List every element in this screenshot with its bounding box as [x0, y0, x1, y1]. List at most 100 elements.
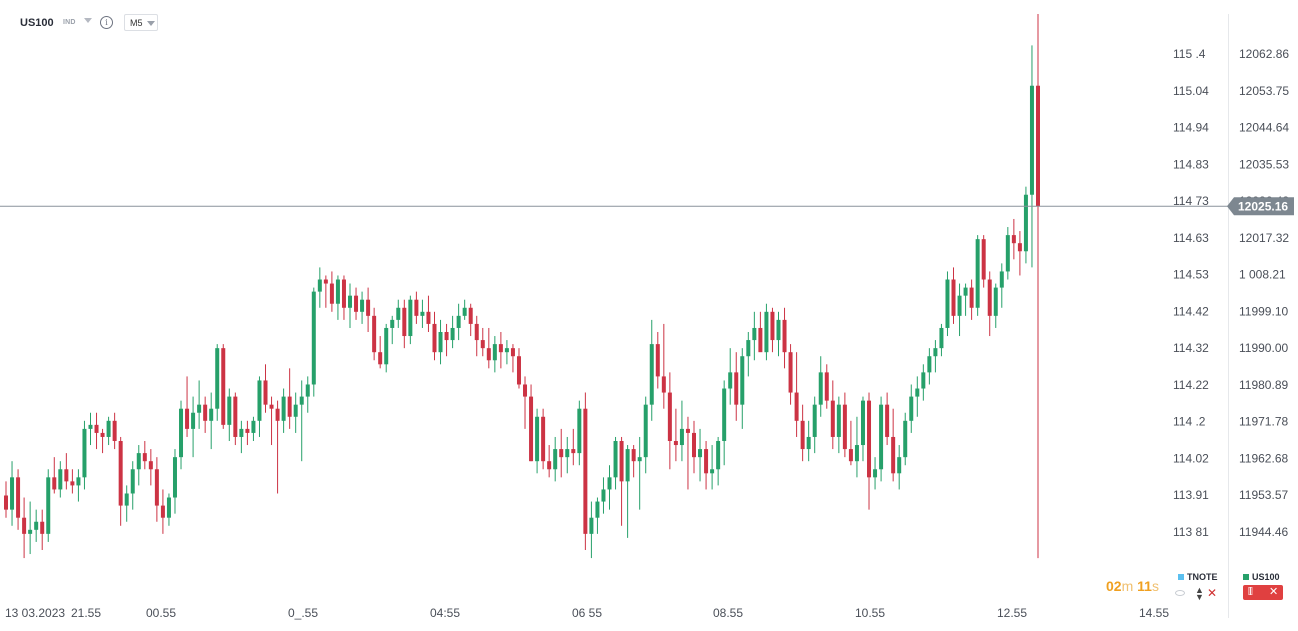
candle-body: [154, 469, 159, 506]
timeframe-value: M5: [130, 18, 143, 28]
candle: [752, 311, 757, 361]
symbol-label[interactable]: US100: [20, 17, 54, 29]
candle-body: [613, 441, 618, 478]
candle-body: [812, 404, 817, 437]
time-axis-tick-label: 13 03.2023: [5, 606, 65, 620]
remove-us100-icon[interactable]: ✕: [1269, 586, 1279, 598]
candle-body: [577, 408, 582, 454]
candle-body: [444, 331, 449, 341]
candle-body: [88, 424, 93, 429]
candle-body: [263, 380, 268, 405]
candle-body: [148, 461, 153, 470]
candle: [927, 348, 932, 385]
candle: [203, 396, 208, 433]
candle: [311, 287, 316, 397]
time-axis-tick-label: 06 55: [572, 606, 602, 620]
right-axis-tick-label: 1 008.21: [1239, 268, 1286, 282]
candle-body: [366, 299, 371, 316]
right-axis-tick-label: 11980.89: [1239, 378, 1288, 392]
candle-body: [480, 340, 485, 349]
left-axis-tick-label: 114.42: [1173, 304, 1209, 318]
candle-body: [692, 432, 696, 458]
candle-body: [897, 457, 902, 474]
candle-body: [166, 497, 171, 518]
candle: [354, 287, 359, 320]
candle: [957, 283, 962, 337]
candle: [535, 408, 540, 474]
candle-body: [1036, 85, 1040, 207]
candle: [142, 441, 147, 470]
candle: [172, 449, 177, 514]
candle-body: [329, 283, 334, 304]
candle-body: [112, 420, 117, 442]
candle-body: [510, 348, 515, 357]
candle: [179, 400, 184, 470]
candle: [770, 307, 775, 353]
remove-tnote-icon[interactable]: ✕: [1207, 586, 1218, 600]
candle: [100, 428, 105, 454]
candle-body: [915, 388, 920, 397]
candle-body: [492, 344, 497, 361]
current-price-label: 12025.16: [1238, 200, 1288, 214]
candle: [486, 327, 491, 369]
candle: [215, 344, 220, 421]
candle-body: [734, 372, 739, 405]
candle: [897, 445, 902, 490]
candle: [643, 396, 648, 474]
candle-body: [625, 449, 630, 482]
reorder-arrows-icon[interactable]: ▲ ▼: [1195, 585, 1204, 602]
tnote-swatch-icon: [1178, 574, 1184, 580]
candle: [166, 493, 171, 526]
candle-body: [782, 319, 787, 353]
candle-body: [860, 400, 865, 446]
current-price-tag: [1227, 197, 1294, 216]
candle-body: [420, 311, 425, 316]
candle-body: [76, 477, 81, 486]
candle-body: [800, 420, 805, 450]
candle-body: [245, 428, 250, 433]
candle: [390, 315, 395, 345]
candle-body: [28, 529, 33, 534]
candle: [462, 299, 467, 320]
candle-body: [758, 327, 763, 353]
candle-body: [275, 408, 280, 421]
candle: [848, 420, 853, 466]
candle: [396, 299, 401, 328]
candle-body: [710, 469, 715, 474]
timeframe-select[interactable]: M5: [124, 14, 158, 31]
candle-body: [806, 436, 811, 450]
candle-body: [559, 449, 564, 458]
info-icon[interactable]: i: [100, 16, 113, 29]
candle-body: [794, 392, 799, 421]
candle: [571, 428, 576, 466]
candle: [329, 271, 334, 312]
candle: [360, 291, 365, 324]
candle: [867, 392, 872, 510]
candle: [939, 323, 944, 357]
countdown-seconds: 11: [1137, 578, 1152, 594]
candle: [1029, 45, 1034, 268]
candle-body: [414, 299, 419, 316]
candle-body: [975, 239, 980, 308]
candle: [372, 307, 377, 361]
candle-body: [251, 420, 256, 433]
candle-body: [879, 404, 884, 470]
visibility-eye-icon[interactable]: [1175, 590, 1185, 596]
candle-body: [655, 344, 660, 377]
right-axis-tick-label: 11944.46: [1239, 525, 1288, 539]
candle-body: [462, 307, 467, 316]
candle-type-icon[interactable]: ⫿⫿: [1248, 586, 1253, 596]
candles-layer: [4, 14, 1040, 559]
candle-body: [486, 348, 491, 361]
candle: [685, 416, 690, 490]
candle: [317, 267, 322, 308]
candle: [323, 275, 328, 308]
left-axis-tick-label: 113.91: [1173, 488, 1209, 502]
candle: [76, 469, 81, 502]
candle: [269, 396, 274, 446]
candle-body: [348, 295, 352, 308]
candle: [728, 348, 733, 405]
candle: [335, 275, 340, 320]
symbol-dropdown-icon[interactable]: [84, 18, 92, 23]
